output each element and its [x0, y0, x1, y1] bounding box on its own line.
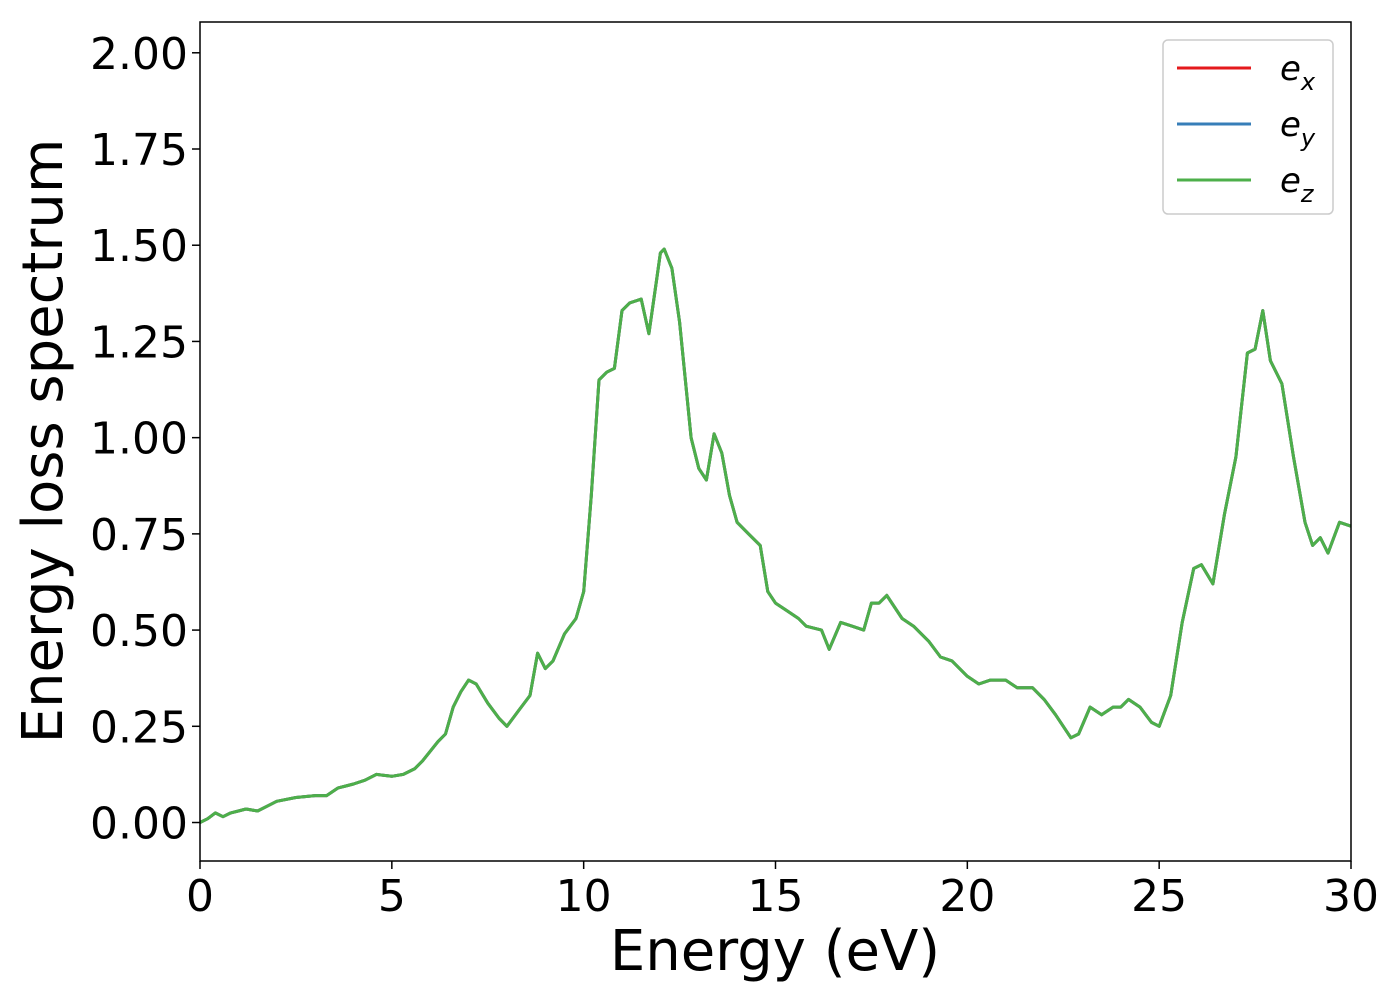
y-tick-label: 1.25: [90, 317, 188, 368]
y-tick-label: 1.75: [90, 125, 188, 176]
legend-label-e-x: ex: [1280, 49, 1316, 96]
y-tick-label: 1.00: [90, 414, 188, 465]
x-tick-label: 0: [186, 871, 214, 922]
y-tick-label: 0.50: [90, 606, 188, 657]
x-tick-label: 10: [556, 871, 612, 922]
legend: ex ey ez: [1162, 39, 1334, 215]
x-axis-ticks: 0 5 10 15 20 25 30: [186, 861, 1379, 922]
plot-lines: [199, 247, 1352, 824]
y-axis-ticks: 0.00 0.25 0.50 0.75 1.00 1.25 1.50 1.75 2.00: [90, 29, 200, 850]
x-tick-label: 20: [939, 871, 995, 922]
x-tick-label: 15: [748, 871, 804, 922]
legend-box: [1162, 39, 1334, 215]
legend-label-e-y: ey: [1280, 105, 1316, 152]
series-line-e-z: [199, 247, 1352, 824]
y-axis-title: Energy loss spectrum: [11, 139, 76, 744]
y-tick-label: 0.75: [90, 510, 188, 561]
y-tick-label: 0.00: [90, 799, 188, 850]
x-tick-label: 25: [1131, 871, 1187, 922]
y-tick-label: 1.50: [90, 221, 188, 272]
legend-label-e-z: ez: [1280, 161, 1315, 208]
x-axis-title: Energy (eV): [610, 919, 940, 984]
y-tick-label: 0.25: [90, 702, 188, 753]
x-tick-label: 30: [1323, 871, 1379, 922]
y-tick-label: 2.00: [90, 29, 188, 80]
x-tick-label: 5: [378, 871, 406, 922]
